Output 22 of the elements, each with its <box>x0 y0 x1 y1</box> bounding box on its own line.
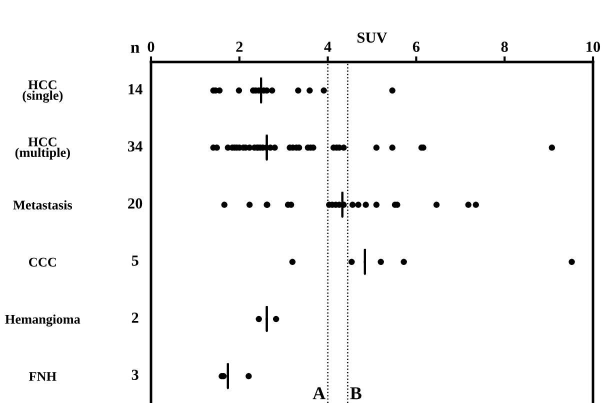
ref-line-label: A <box>312 387 326 400</box>
y-tick-label: HCC (multiple) <box>15 138 70 160</box>
x-tick-label: 10 <box>586 42 600 52</box>
text: 5 <box>132 256 138 266</box>
text: 14 <box>128 84 142 94</box>
x-tick-label: 4 <box>324 42 332 52</box>
x-tick-label: 2 <box>236 42 243 52</box>
text: n <box>130 44 140 53</box>
x-tick-label: 0 <box>148 42 154 52</box>
text: 2 <box>132 312 138 323</box>
text: 20 <box>128 198 142 209</box>
x-tick-label: 6 <box>412 42 420 52</box>
y-tick-label: CCC <box>29 258 56 267</box>
y-tick-label: HCC (single) <box>22 80 63 103</box>
y-tick-label: FNH <box>28 372 56 381</box>
y-tick-label: Metastasis <box>13 200 72 210</box>
text: 34 <box>128 141 142 152</box>
y-tick-label: Hemangioma <box>5 314 80 327</box>
x-tick-label: 8 <box>501 42 508 52</box>
ref-line-label: B <box>350 387 362 400</box>
text: 3 <box>132 370 138 380</box>
x-axis-title: SUV <box>358 32 388 43</box>
